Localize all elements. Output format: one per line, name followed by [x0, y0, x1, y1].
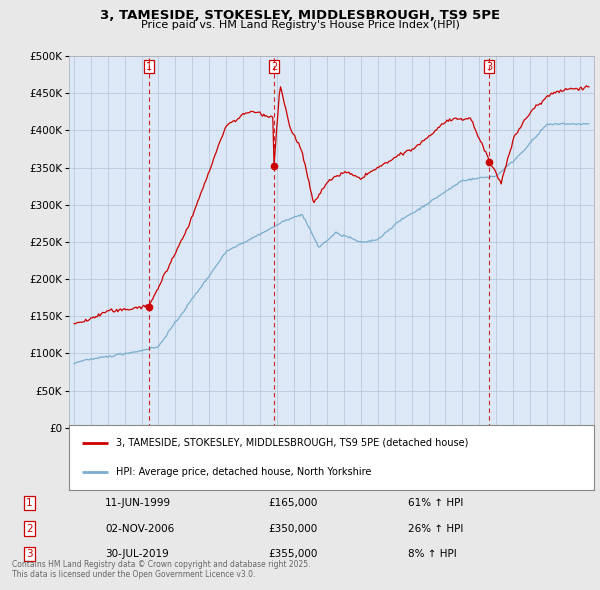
Text: HPI: Average price, detached house, North Yorkshire: HPI: Average price, detached house, Nort…: [116, 467, 371, 477]
Text: 3, TAMESIDE, STOKESLEY, MIDDLESBROUGH, TS9 5PE (detached house): 3, TAMESIDE, STOKESLEY, MIDDLESBROUGH, T…: [116, 438, 469, 448]
Text: 11-JUN-1999: 11-JUN-1999: [105, 499, 171, 509]
Text: Price paid vs. HM Land Registry's House Price Index (HPI): Price paid vs. HM Land Registry's House …: [140, 20, 460, 30]
Text: 26% ↑ HPI: 26% ↑ HPI: [408, 523, 463, 533]
Text: 61% ↑ HPI: 61% ↑ HPI: [408, 499, 463, 509]
Text: 1: 1: [26, 499, 33, 509]
Text: 2: 2: [26, 523, 33, 533]
Text: Contains HM Land Registry data © Crown copyright and database right 2025.
This d: Contains HM Land Registry data © Crown c…: [12, 560, 311, 579]
Text: £165,000: £165,000: [268, 499, 317, 509]
Text: 3, TAMESIDE, STOKESLEY, MIDDLESBROUGH, TS9 5PE: 3, TAMESIDE, STOKESLEY, MIDDLESBROUGH, T…: [100, 9, 500, 22]
Text: 2: 2: [271, 61, 277, 71]
Text: 1: 1: [146, 61, 152, 71]
Text: 02-NOV-2006: 02-NOV-2006: [105, 523, 175, 533]
Text: £350,000: £350,000: [268, 523, 317, 533]
Text: 30-JUL-2019: 30-JUL-2019: [105, 549, 169, 559]
Text: 8% ↑ HPI: 8% ↑ HPI: [408, 549, 457, 559]
Text: 3: 3: [486, 61, 492, 71]
Text: £355,000: £355,000: [268, 549, 317, 559]
Text: 3: 3: [26, 549, 33, 559]
